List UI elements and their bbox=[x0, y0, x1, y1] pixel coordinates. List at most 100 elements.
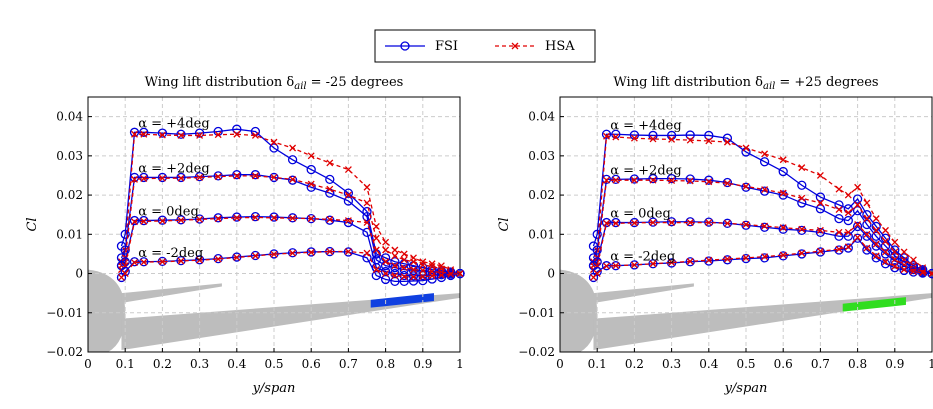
y-tick-label: −0.01 bbox=[46, 306, 83, 320]
point bbox=[890, 245, 900, 255]
point bbox=[270, 138, 278, 146]
point bbox=[436, 270, 447, 280]
point bbox=[325, 174, 335, 185]
point bbox=[419, 266, 427, 274]
point bbox=[251, 131, 259, 139]
point bbox=[362, 206, 372, 217]
point bbox=[131, 175, 138, 183]
point bbox=[326, 159, 334, 167]
point bbox=[612, 219, 620, 227]
point bbox=[872, 226, 880, 234]
point bbox=[815, 227, 826, 237]
point bbox=[363, 199, 371, 207]
point bbox=[686, 177, 694, 185]
point bbox=[326, 215, 334, 223]
point bbox=[686, 136, 694, 144]
annotation: α = -2deg bbox=[610, 250, 675, 265]
point bbox=[778, 166, 788, 177]
point bbox=[325, 215, 335, 225]
point bbox=[863, 244, 871, 252]
annotation: α = +4deg bbox=[138, 116, 209, 131]
horizontal-tail bbox=[121, 283, 222, 303]
point bbox=[816, 226, 824, 234]
y-tick-label: 0.03 bbox=[56, 149, 83, 163]
x-tick-label: 0.8 bbox=[848, 357, 867, 371]
point bbox=[177, 174, 185, 182]
series-line bbox=[592, 237, 933, 278]
point bbox=[232, 170, 242, 180]
point bbox=[891, 263, 899, 270]
point bbox=[390, 263, 400, 273]
point bbox=[891, 255, 899, 263]
point bbox=[834, 213, 844, 224]
point bbox=[630, 176, 638, 184]
point bbox=[139, 172, 149, 183]
annotation: α = +4deg bbox=[610, 118, 681, 133]
point bbox=[612, 133, 620, 141]
point bbox=[816, 199, 824, 207]
y-axis-label: Cl bbox=[497, 217, 512, 231]
y-tick-label: −0.02 bbox=[518, 345, 555, 359]
point bbox=[872, 215, 880, 223]
point bbox=[630, 219, 638, 227]
point bbox=[456, 270, 464, 277]
point bbox=[705, 178, 713, 186]
point bbox=[390, 276, 400, 287]
point bbox=[139, 215, 149, 226]
point bbox=[705, 219, 713, 226]
point bbox=[648, 173, 658, 184]
y-axis-label: Cl bbox=[25, 217, 40, 231]
point bbox=[612, 176, 620, 184]
point bbox=[611, 174, 621, 185]
point bbox=[816, 247, 824, 255]
x-tick-label: 0.5 bbox=[736, 357, 755, 371]
point bbox=[862, 245, 872, 255]
x-tick-label: 0.8 bbox=[376, 357, 395, 371]
point bbox=[177, 257, 185, 265]
point bbox=[129, 215, 140, 226]
point bbox=[251, 172, 259, 180]
point bbox=[705, 256, 713, 264]
point bbox=[194, 128, 205, 138]
point bbox=[446, 270, 456, 281]
point bbox=[177, 216, 185, 224]
title-suffix: = -25 degrees bbox=[311, 75, 404, 90]
point bbox=[742, 254, 750, 262]
point bbox=[882, 258, 889, 266]
point bbox=[196, 131, 204, 139]
y-tick-label: 0.02 bbox=[528, 188, 555, 202]
point bbox=[400, 256, 408, 264]
point bbox=[759, 157, 770, 167]
point bbox=[344, 217, 352, 225]
point bbox=[863, 215, 871, 223]
title-subscript: ail bbox=[763, 81, 775, 92]
point bbox=[428, 263, 436, 270]
point bbox=[176, 172, 186, 183]
point bbox=[741, 182, 751, 192]
point bbox=[854, 183, 862, 191]
point bbox=[761, 222, 769, 230]
point bbox=[668, 259, 676, 267]
point bbox=[419, 273, 427, 281]
point bbox=[418, 270, 428, 281]
point bbox=[391, 262, 399, 270]
point bbox=[815, 204, 826, 214]
point bbox=[158, 131, 166, 139]
point bbox=[798, 164, 806, 172]
point bbox=[603, 132, 610, 140]
annotation: α = -2deg bbox=[138, 246, 203, 261]
point bbox=[399, 270, 409, 281]
point bbox=[863, 199, 871, 207]
point bbox=[668, 135, 676, 143]
point bbox=[686, 257, 694, 265]
point bbox=[250, 170, 261, 180]
x-tick-label: 0.4 bbox=[699, 357, 718, 371]
point bbox=[835, 228, 843, 236]
point bbox=[862, 219, 872, 230]
point bbox=[601, 217, 612, 228]
point bbox=[410, 258, 417, 266]
point bbox=[666, 173, 677, 184]
series-line bbox=[120, 175, 461, 275]
annotation: α = +2deg bbox=[138, 161, 209, 176]
point bbox=[797, 180, 807, 190]
